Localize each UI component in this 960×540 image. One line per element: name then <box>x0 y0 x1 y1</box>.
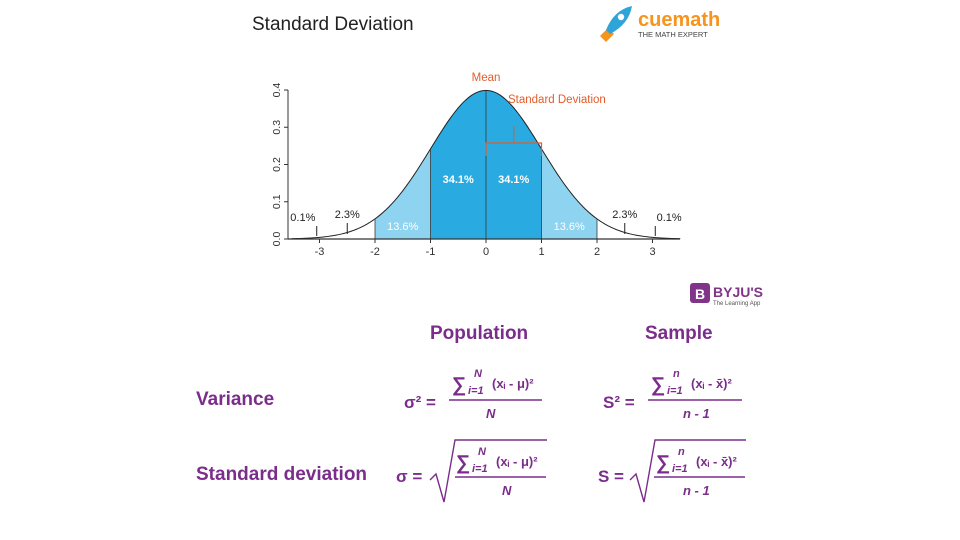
region-label-1: 13.6% <box>387 221 418 233</box>
svg-text:∑: ∑ <box>452 374 466 396</box>
mean-annotation: Mean <box>472 72 501 84</box>
x-tick-label: -2 <box>370 246 380 258</box>
sample-header: Sample <box>645 323 713 344</box>
cuemath-logo: cuemath THE MATH EXPERT <box>600 6 720 42</box>
svg-text:i=1: i=1 <box>468 385 484 397</box>
svg-text:N: N <box>502 483 512 498</box>
cuemath-brand: cuemath <box>638 9 720 31</box>
x-tick-label: 3 <box>649 246 655 258</box>
population-header: Population <box>430 323 529 344</box>
tail-label-1: 0.1% <box>657 212 682 224</box>
x-tick-label: 2 <box>594 246 600 258</box>
page-title: Standard Deviation <box>252 14 414 35</box>
svg-text:B: B <box>695 286 705 302</box>
svg-text:N: N <box>486 406 496 421</box>
sample-sd-formula: S = ∑ n i=1 (xᵢ - x̄)² n - 1 <box>598 439 746 503</box>
svg-text:∑: ∑ <box>456 452 470 474</box>
cuemath-tagline: THE MATH EXPERT <box>638 30 708 39</box>
tail-label-0: 0.1% <box>290 212 315 224</box>
y-tick-labels: 0.0 0.1 0.2 0.3 0.4 <box>271 83 283 247</box>
svg-text:n: n <box>673 368 680 380</box>
byjus-b-icon: B <box>690 283 710 303</box>
svg-text:(xᵢ - μ)²: (xᵢ - μ)² <box>492 376 534 391</box>
svg-text:S =: S = <box>598 467 624 486</box>
byjus-brand: BYJU'S <box>713 284 763 300</box>
svg-text:n - 1: n - 1 <box>683 483 710 498</box>
standard-deviation-annotation: Standard Deviation <box>508 94 606 106</box>
region-0 <box>319 218 375 239</box>
x-tick-label: 0 <box>483 246 489 258</box>
x-tick-label: -1 <box>426 246 436 258</box>
rocket-icon <box>600 6 632 42</box>
region-dividers <box>374 90 598 239</box>
y-tick-label: 0.1 <box>271 194 283 209</box>
byjus-logo: B BYJU'S The Learning App <box>690 283 763 307</box>
annotations: Mean Standard Deviation <box>472 72 606 156</box>
y-tick-label: 0.0 <box>271 232 283 247</box>
svg-text:∑: ∑ <box>656 452 670 474</box>
svg-text:(xᵢ - μ)²: (xᵢ - μ)² <box>496 454 538 469</box>
svg-text:n: n <box>678 446 685 458</box>
x-tick-label: 1 <box>538 246 544 258</box>
svg-text:(xᵢ - x̄)²: (xᵢ - x̄)² <box>691 376 733 391</box>
svg-text:σ² =: σ² = <box>404 393 436 412</box>
x-tick-labels: -3 -2 -1 0 1 2 3 <box>315 246 656 258</box>
svg-text:n - 1: n - 1 <box>683 406 710 421</box>
region-label-2: 34.1% <box>443 174 474 186</box>
region-labels: 2.3% 13.6% 34.1% 34.1% 13.6% 2.3% 0.1% 0.1% <box>290 174 682 236</box>
normal-distribution-chart: 0.0 0.1 0.2 0.3 0.4 -3 -2 -1 0 1 2 3 2.3% 13.6% 34.1… <box>271 72 682 258</box>
region-label-3: 34.1% <box>498 174 529 186</box>
svg-text:(xᵢ - x̄)²: (xᵢ - x̄)² <box>696 454 738 469</box>
population-sd-formula: σ = ∑ N i=1 (xᵢ - μ)² N <box>396 439 547 503</box>
bell-curve-line <box>291 89 681 240</box>
y-tick-label: 0.4 <box>271 83 283 98</box>
region-label-4: 13.6% <box>554 221 585 233</box>
svg-text:∑: ∑ <box>651 374 665 396</box>
variance-label: Variance <box>196 389 275 410</box>
y-tick-label: 0.3 <box>271 120 283 135</box>
axis-ticks <box>284 89 653 243</box>
sample-variance-formula: S² = ∑ n i=1 (xᵢ - x̄)² n - 1 <box>603 368 742 421</box>
standard-deviation-label: Standard deviation <box>196 464 368 485</box>
svg-text:S² =: S² = <box>603 393 635 412</box>
svg-text:N: N <box>478 446 487 458</box>
svg-text:i=1: i=1 <box>672 463 688 475</box>
svg-text:i=1: i=1 <box>472 463 488 475</box>
svg-text:σ =: σ = <box>396 467 422 486</box>
region-label-5: 2.3% <box>612 209 637 221</box>
svg-text:N: N <box>474 368 483 380</box>
svg-text:i=1: i=1 <box>667 385 683 397</box>
region-5 <box>597 218 653 239</box>
x-tick-label: -3 <box>315 246 325 258</box>
standard-deviation-bracket <box>485 126 543 156</box>
byjus-tagline: The Learning App <box>713 301 761 307</box>
y-tick-label: 0.2 <box>271 157 283 172</box>
region-label-0: 2.3% <box>335 209 360 221</box>
population-variance-formula: σ² = ∑ N i=1 (xᵢ - μ)² N <box>404 368 542 421</box>
